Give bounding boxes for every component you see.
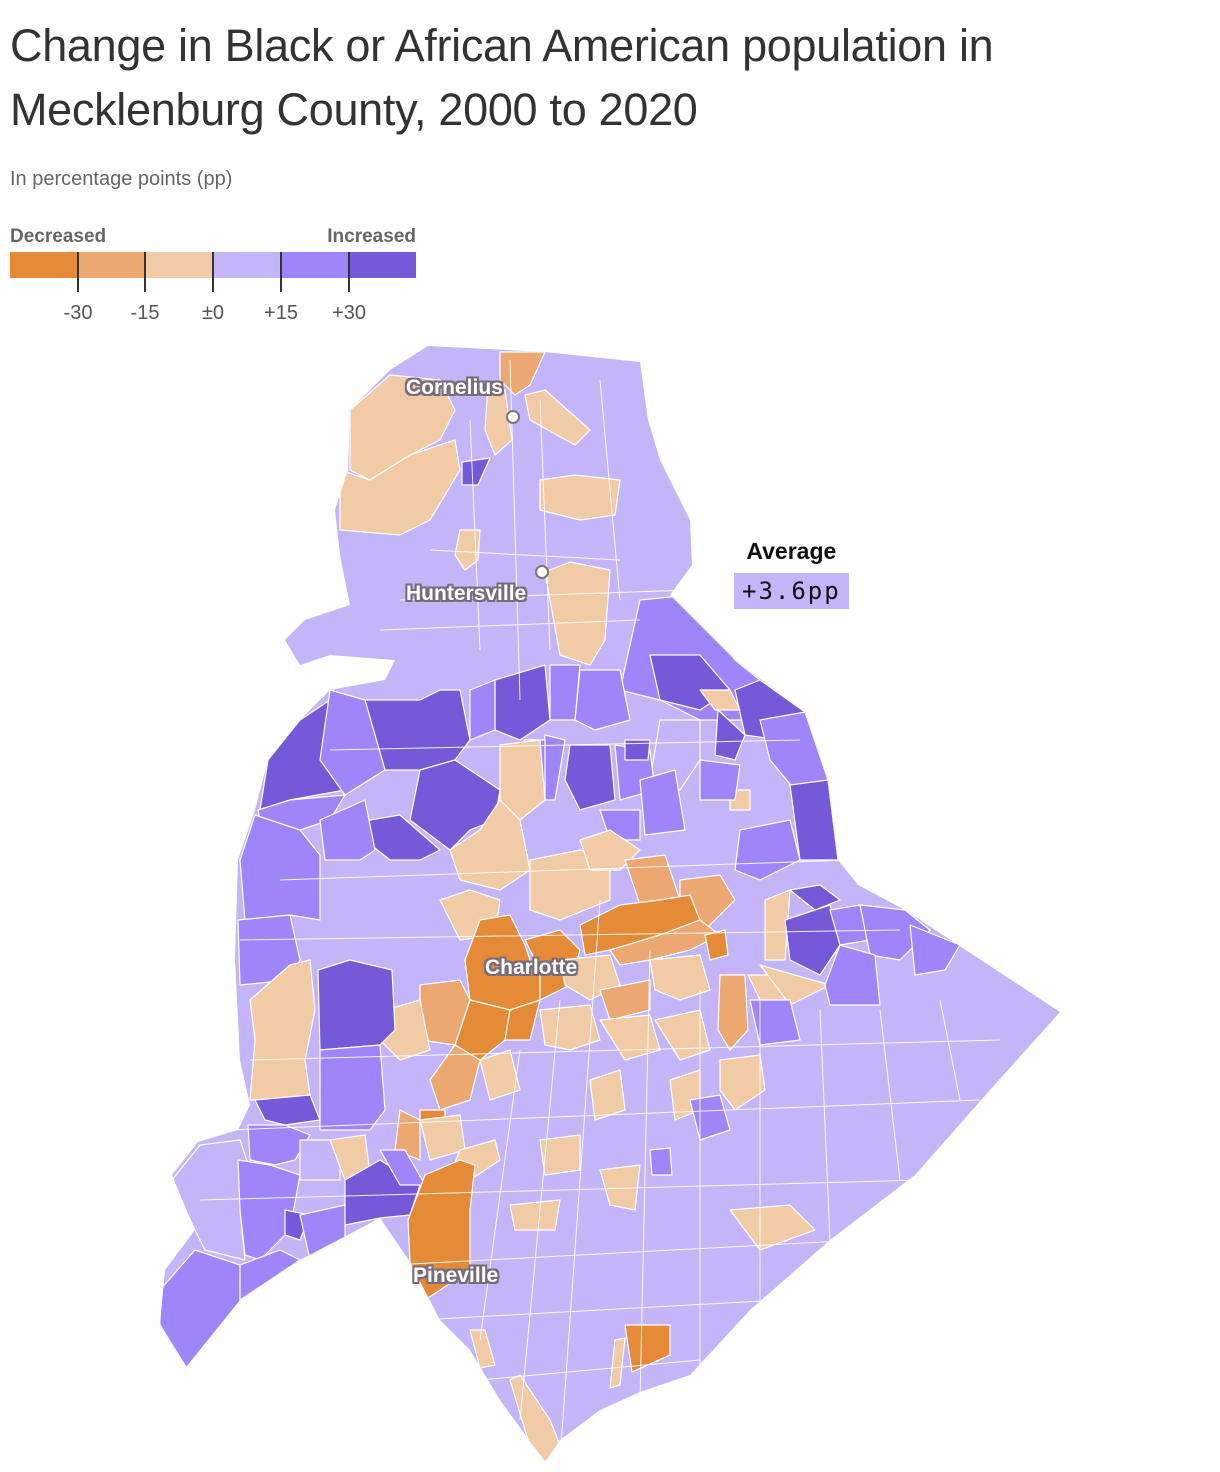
legend-tick-label: +15: [264, 302, 298, 324]
legend-swatch-2: [77, 252, 146, 278]
color-legend: Decreased Increased -30 -15 ±0 +15 +30: [10, 226, 417, 324]
legend-swatch-6: [348, 252, 417, 278]
legend-swatch-3: [145, 252, 214, 278]
average-value: +3.6pp: [734, 573, 849, 609]
city-label-charlotte: Charlotte: [485, 956, 578, 979]
cornelius-marker: [506, 410, 520, 424]
legend-tick: [77, 252, 79, 292]
legend-swatch-1: [10, 252, 78, 278]
city-label-pineville: Pineville: [413, 1264, 499, 1287]
city-label-cornelius: Cornelius: [406, 376, 503, 399]
legend-tick: [280, 252, 282, 292]
legend-tick: [348, 252, 350, 292]
legend-tick: [144, 252, 146, 292]
huntersville-marker: [535, 565, 549, 579]
legend-tick-label: +30: [332, 302, 366, 324]
legend-increased-label: Increased: [327, 226, 416, 247]
average-label: Average: [746, 538, 837, 564]
legend-tick-label: -30: [63, 302, 93, 324]
city-label-huntersville: Huntersville: [406, 582, 527, 605]
average-annotation: Average +3.6pp: [734, 538, 849, 609]
county-map: [160, 346, 1060, 1462]
chart-title: Change in Black or African American popu…: [10, 20, 994, 135]
legend-color-bar: -30 -15 ±0 +15 +30: [10, 252, 417, 324]
map-regions: [160, 346, 1060, 1462]
legend-tick-label: ±0: [201, 302, 225, 324]
legend-decreased-label: Decreased: [10, 226, 107, 247]
legend-swatch-4: [213, 252, 281, 278]
legend-tick-label: -15: [130, 302, 160, 324]
legend-swatch-5: [280, 252, 349, 278]
legend-tick: [212, 252, 214, 292]
tract-boundaries: [199, 359, 1001, 1461]
chart-subtitle: In percentage points (pp): [10, 168, 233, 190]
